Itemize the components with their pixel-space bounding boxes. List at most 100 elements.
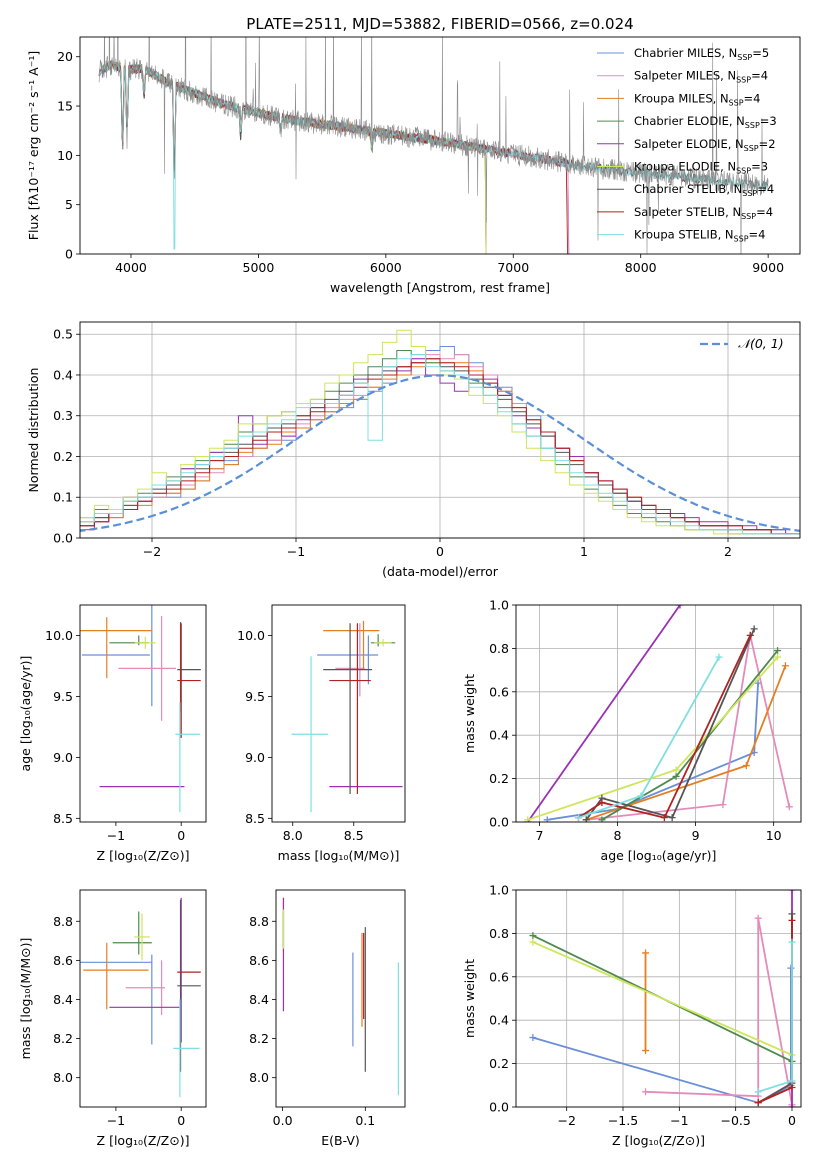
weight-marker-kel xyxy=(524,816,532,822)
weight-marker-cst xyxy=(750,625,758,633)
x-tick-label: 9000 xyxy=(752,260,784,275)
axes-frame xyxy=(271,604,406,823)
x-tick-label: −1 xyxy=(670,1113,688,1128)
x-tick-label: 0.0 xyxy=(273,1113,293,1128)
axes-frame xyxy=(275,889,406,1108)
weight-marker-cmi xyxy=(787,964,795,972)
y-tick-label: 0.0 xyxy=(489,815,509,830)
weight-line-kst xyxy=(578,656,720,819)
plot-area xyxy=(282,897,399,1096)
weight-marker-kst xyxy=(637,792,645,800)
y-tick-label: 8.2 xyxy=(249,1031,269,1046)
spectrum-model-kst xyxy=(98,59,769,250)
weight-line-smi xyxy=(645,918,793,1105)
legend-label-kel: Kroupa ELODIE, NSSP=3 xyxy=(634,160,768,176)
y-tick-label: 0.2 xyxy=(489,1056,509,1071)
y-axis-label: age [log₁₀(age/yr)] xyxy=(18,656,33,772)
weight-marker-kst xyxy=(754,1088,762,1096)
y-tick-label: 9.5 xyxy=(245,689,265,704)
y-tick-label: 9.0 xyxy=(245,750,265,765)
weight-marker-kst xyxy=(788,1077,796,1085)
x-tick-label: 0 xyxy=(177,1113,185,1128)
weight-line-kmi xyxy=(586,665,787,821)
x-tick-label: −0.5 xyxy=(720,1113,750,1128)
histogram-kel xyxy=(80,329,800,535)
y-tick-label: 0.8 xyxy=(489,641,509,656)
x-tick-label: −2 xyxy=(143,544,161,559)
spectrum-legend: Chabrier MILES, NSSP=5 Salpeter MILES, NS… xyxy=(597,46,777,244)
x-tick-label: 8.5 xyxy=(344,828,364,843)
y-tick-label: 10 xyxy=(57,148,73,163)
panel-spectrum: 4000 5000 6000 7000 8000 9000 0 5 10 15 20 waveleng… xyxy=(26,36,801,295)
plot-area xyxy=(98,37,769,254)
weight-line-cmi xyxy=(547,683,759,821)
axes-frame xyxy=(79,889,207,1108)
weight-marker-kmi xyxy=(642,1047,650,1055)
y-tick-label: 0.6 xyxy=(489,684,509,699)
plot-area xyxy=(291,620,403,813)
legend-subscript: SSP xyxy=(736,167,751,176)
axes-frame xyxy=(79,36,801,255)
weight-marker-kmi xyxy=(742,762,750,770)
legend-subscript: SSP xyxy=(734,235,749,244)
legend-count: =3 xyxy=(760,114,777,128)
y-tick-label: 0.6 xyxy=(489,969,509,984)
legend-count: =2 xyxy=(759,137,776,151)
x-tick-label: 2 xyxy=(724,544,732,559)
weight-marker-sst xyxy=(660,814,668,822)
weight-marker-kst xyxy=(574,814,582,822)
legend-label-sst: Salpeter STELIB, NSSP=4 xyxy=(634,205,773,221)
spectrum-data xyxy=(98,37,769,254)
x-tick-label: 6000 xyxy=(370,260,402,275)
x-tick-label: 7000 xyxy=(497,260,529,275)
x-tick-label: 10 xyxy=(766,828,782,843)
x-tick-label: 0 xyxy=(177,828,185,843)
weight-marker-smi xyxy=(719,801,727,809)
weight-marker-sst xyxy=(598,798,606,806)
weight-marker-cel xyxy=(529,932,537,940)
weight-marker-sel xyxy=(788,1103,796,1107)
weight-marker-kst xyxy=(715,653,723,661)
y-axis-label: Normed distribution xyxy=(26,368,41,493)
y-tick-label: 8.0 xyxy=(53,1070,73,1085)
weight-marker-cst xyxy=(788,910,796,918)
weight-line-cmi xyxy=(532,968,792,1104)
spectrum-model-sel xyxy=(98,60,487,254)
x-tick-label: 0.1 xyxy=(355,1113,375,1128)
axes-frame xyxy=(79,321,801,539)
y-tick-label: 5 xyxy=(65,197,73,212)
y-tick-label: 0 xyxy=(65,247,73,262)
x-tick-label: 8000 xyxy=(625,260,657,275)
y-tick-label: 8.6 xyxy=(249,953,269,968)
x-axis-label: age [log₁₀(age/yr)] xyxy=(601,848,717,863)
y-tick-label: 0.5 xyxy=(53,327,73,342)
legend-subscript: SSP xyxy=(742,189,757,198)
panel-mass-vs-age: 8.0 8.5 8.5 9.0 9.5 10.0 mass [log₁₀(M/M⊙)] xyxy=(237,604,406,863)
x-axis-label: E(B-V) xyxy=(321,1133,360,1148)
spectrum-model-cel xyxy=(98,60,487,254)
plot-area xyxy=(80,897,201,1098)
weight-marker-cel xyxy=(598,816,606,822)
legend-count: =5 xyxy=(752,46,769,60)
weight-marker-kmi xyxy=(642,949,650,957)
y-tick-label: 8.5 xyxy=(53,811,73,826)
weight-line-sel xyxy=(526,605,681,822)
panel-z-vs-weight: −2 −1.5 −1 −0.5 0 0.0 0.2 0.4 0.6 0.8 1.0 Z [log₁₀(… xyxy=(462,883,802,1148)
y-axis-label: mass weight xyxy=(462,674,477,753)
normal-curve xyxy=(80,374,800,533)
y-tick-label: 0.0 xyxy=(489,1100,509,1115)
x-axis-label: Z [log₁₀(Z/Z⊙)] xyxy=(97,1133,190,1148)
weight-marker-kst xyxy=(788,938,796,946)
weight-marker-smi xyxy=(785,803,793,811)
x-tick-label: −2 xyxy=(557,1113,575,1128)
weight-marker-sel xyxy=(676,605,684,609)
legend-count: =4 xyxy=(751,69,768,83)
x-tick-label: 1 xyxy=(580,544,588,559)
y-tick-label: 20 xyxy=(57,49,73,64)
y-tick-label: 8.8 xyxy=(249,914,269,929)
y-axis-label: Flux [fλ10⁻¹⁷ erg cm⁻² s⁻¹ A⁻¹] xyxy=(26,51,41,240)
y-axis-label: mass weight xyxy=(462,959,477,1038)
weight-line-smi xyxy=(586,635,791,821)
x-tick-label: 8.0 xyxy=(283,828,303,843)
axes-frame xyxy=(515,604,802,823)
